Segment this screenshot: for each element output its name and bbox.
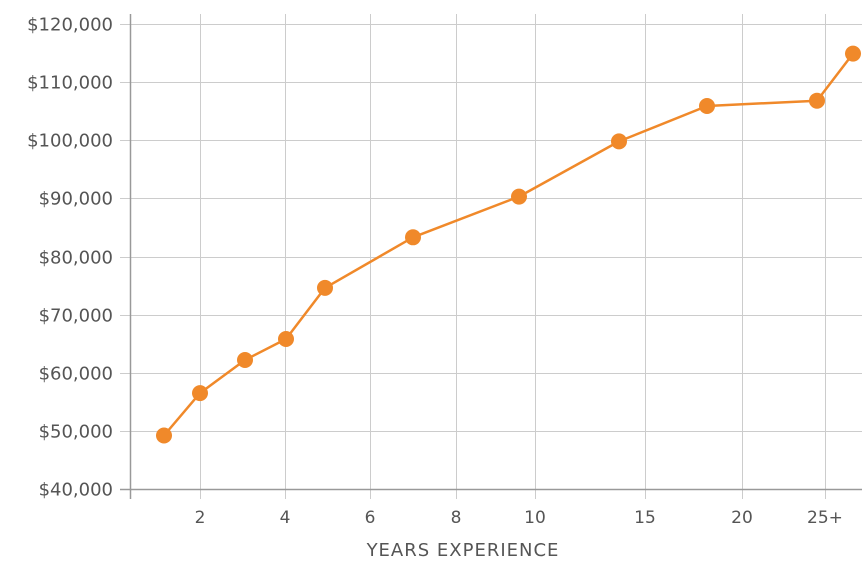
x-tick-label: 15 <box>634 508 656 528</box>
data-point <box>237 352 253 368</box>
x-tick-label: 25+ <box>807 508 843 528</box>
x-tick-label: 4 <box>280 508 291 528</box>
data-point <box>278 331 294 347</box>
x-tick-label: 8 <box>451 508 462 528</box>
x-gridlines <box>200 14 826 499</box>
data-point <box>845 45 861 62</box>
y-tick-label: $120,000 <box>27 15 113 36</box>
series-line <box>163 52 854 437</box>
data-point <box>192 385 208 402</box>
y-tick-label: $90,000 <box>39 189 113 210</box>
data-point <box>809 92 825 109</box>
data-point <box>405 229 421 246</box>
data-point <box>511 188 527 205</box>
data-point <box>699 98 715 114</box>
x-axis-title: YEARS EXPERIENCE <box>366 540 560 560</box>
x-tick-labels: 2 4 6 8 10 15 20 25+ <box>195 508 843 528</box>
x-tick-label: 10 <box>524 508 546 528</box>
y-tick-label: $110,000 <box>27 73 113 94</box>
axes <box>120 14 862 499</box>
x-tick-label: 6 <box>365 508 376 528</box>
y-tick-label: $60,000 <box>39 364 113 385</box>
y-tick-label: $100,000 <box>27 131 113 152</box>
series-layer <box>156 45 861 444</box>
data-point <box>611 133 627 150</box>
y-tick-label: $80,000 <box>39 248 113 269</box>
data-point <box>317 279 333 296</box>
x-tick-label: 2 <box>195 508 206 528</box>
y-gridlines <box>120 24 862 490</box>
y-tick-label: $40,000 <box>39 480 113 501</box>
y-tick-label: $70,000 <box>39 306 113 327</box>
data-point <box>156 427 172 444</box>
y-tick-labels: $40,000 $50,000 $60,000 $70,000 $80,000 $90,0… <box>27 15 113 501</box>
x-tick-label: 20 <box>731 508 753 528</box>
y-tick-label: $50,000 <box>39 422 113 443</box>
